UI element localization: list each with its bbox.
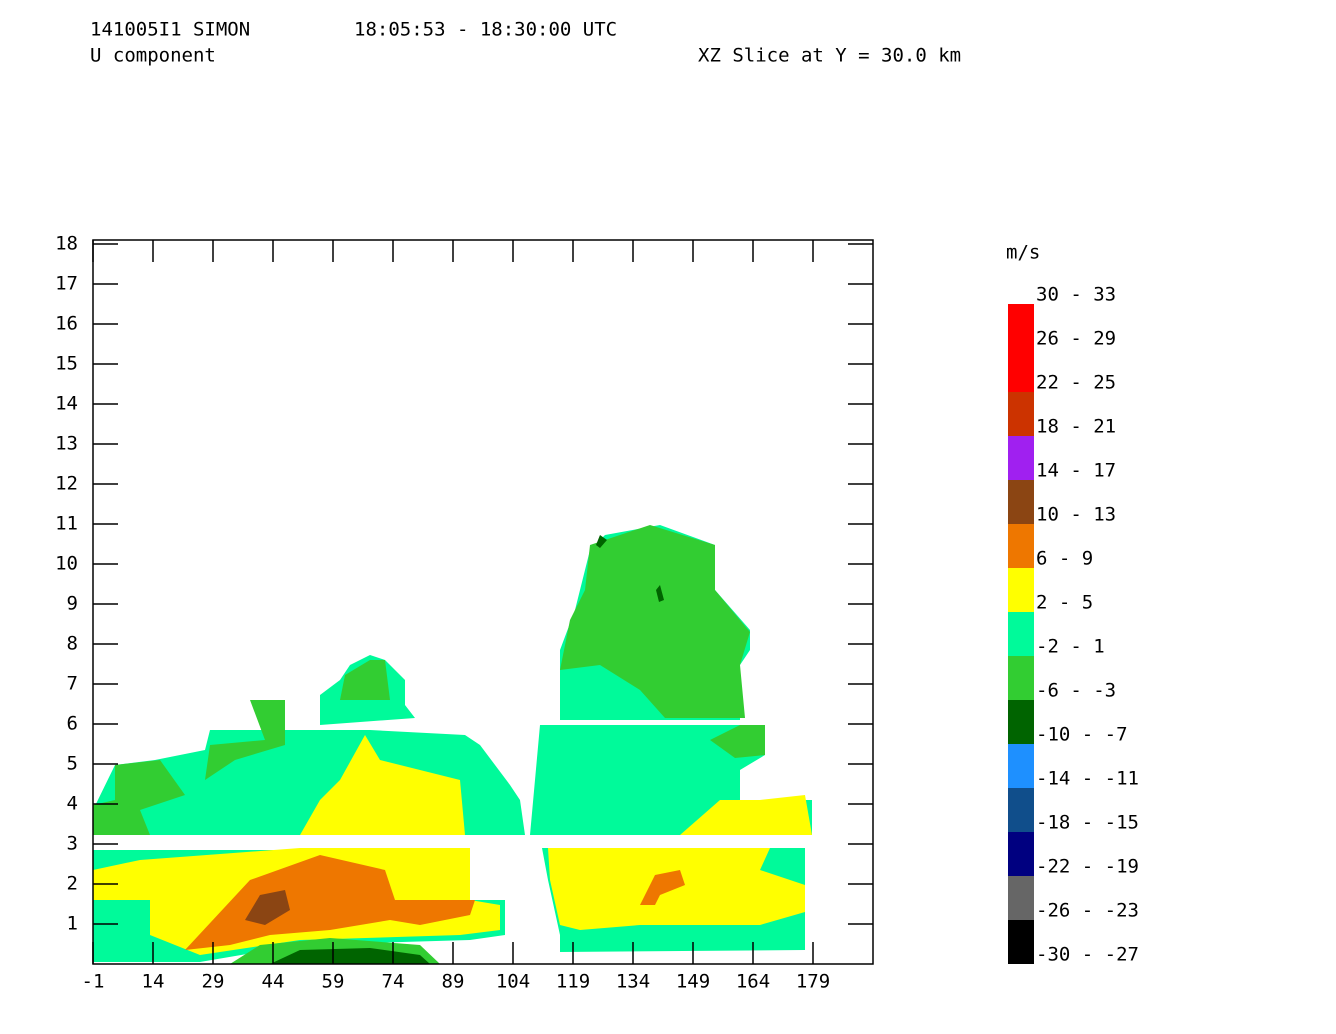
legend-label: 10 - 13: [1036, 504, 1116, 526]
legend-label: 2 - 5: [1036, 592, 1093, 614]
y-tick-label: 6: [67, 713, 78, 735]
field-region: [710, 725, 765, 758]
field-region: [548, 848, 805, 930]
field-region: [93, 760, 185, 835]
legend-label: 30 - 33: [1036, 284, 1116, 306]
x-tick-label: 29: [202, 971, 225, 993]
y-tick-label: 14: [55, 393, 78, 415]
field-region: [300, 735, 465, 835]
legend-swatch: [1008, 348, 1034, 392]
legend-label: 22 - 25: [1036, 372, 1116, 394]
plot-frame: [92, 239, 874, 965]
y-tick-label: 15: [55, 353, 78, 375]
field-region: [205, 700, 285, 780]
legend-label: -14 - -11: [1036, 768, 1139, 790]
legend-swatch: [1008, 920, 1034, 964]
legend-label: 14 - 17: [1036, 460, 1116, 482]
legend-swatch: [1008, 744, 1034, 788]
x-tick-label: 134: [616, 971, 650, 993]
legend-swatch: [1008, 876, 1034, 920]
y-tick-label: 11: [55, 513, 78, 535]
legend-label: 18 - 21: [1036, 416, 1116, 438]
legend-swatch: [1008, 700, 1034, 744]
field-name: U component: [90, 45, 216, 67]
field-region: [596, 535, 607, 548]
field-region: [245, 890, 290, 925]
x-tick-label: 179: [796, 971, 830, 993]
legend-label: 26 - 29: [1036, 328, 1116, 350]
x-tick-label: 74: [382, 971, 405, 993]
legend-swatch: [1008, 392, 1034, 436]
legend-label: -2 - 1: [1036, 636, 1105, 658]
slice-label: XZ Slice at Y = 30.0 km: [698, 45, 961, 67]
y-tick-label: 12: [55, 473, 78, 495]
legend-swatch: [1008, 480, 1034, 524]
legend-label: 6 - 9: [1036, 548, 1093, 570]
field-region: [640, 870, 685, 905]
y-tick-label: 16: [55, 313, 78, 335]
field-region: [340, 660, 390, 700]
x-tick-label: 14: [142, 971, 165, 993]
y-tick-label: 4: [67, 793, 78, 815]
legend-swatch: [1008, 656, 1034, 700]
field-region: [185, 855, 475, 950]
legend-label: -26 - -23: [1036, 900, 1139, 922]
y-tick-label: 1: [67, 913, 78, 935]
y-tick-label: 2: [67, 873, 78, 895]
field-region: [680, 795, 812, 835]
x-tick-label: 89: [442, 971, 465, 993]
legend-swatch: [1008, 568, 1034, 612]
x-tick-label: 104: [496, 971, 530, 993]
legend-title: m/s: [1006, 242, 1040, 264]
time-range: 18:05:53 - 18:30:00 UTC: [354, 19, 617, 41]
y-tick-label: 3: [67, 833, 78, 855]
title: 141005I1 SIMON: [90, 19, 250, 41]
field-region: [560, 525, 750, 718]
legend-label: -30 - -27: [1036, 944, 1139, 966]
x-tick-label: 149: [676, 971, 710, 993]
y-tick-label: 8: [67, 633, 78, 655]
legend-swatch: [1008, 832, 1034, 876]
legend-swatch: [1008, 436, 1034, 480]
legend-swatch: [1008, 612, 1034, 656]
y-tick-label: 9: [67, 593, 78, 615]
y-tick-label: 13: [55, 433, 78, 455]
legend-swatch: [1008, 524, 1034, 568]
legend-label: -22 - -19: [1036, 856, 1139, 878]
x-tick-label: 119: [556, 971, 590, 993]
legend-swatch: [1008, 304, 1034, 348]
legend-label: -6 - -3: [1036, 680, 1116, 702]
x-tick-label: 164: [736, 971, 770, 993]
legend-label: -10 - -7: [1036, 724, 1128, 746]
field-region: [270, 948, 430, 964]
field-region: [656, 585, 664, 602]
x-tick-label: 59: [322, 971, 345, 993]
legend-swatch: [1008, 788, 1034, 832]
y-tick-label: 5: [67, 753, 78, 775]
field: [93, 525, 812, 964]
y-tick-label: 7: [67, 673, 78, 695]
y-tick-label: 18: [55, 233, 78, 255]
legend-label: -18 - -15: [1036, 812, 1139, 834]
x-tick-label: -1: [82, 971, 105, 993]
y-tick-label: 10: [55, 553, 78, 575]
x-tick-label: 44: [262, 971, 285, 993]
y-tick-label: 17: [55, 273, 78, 295]
